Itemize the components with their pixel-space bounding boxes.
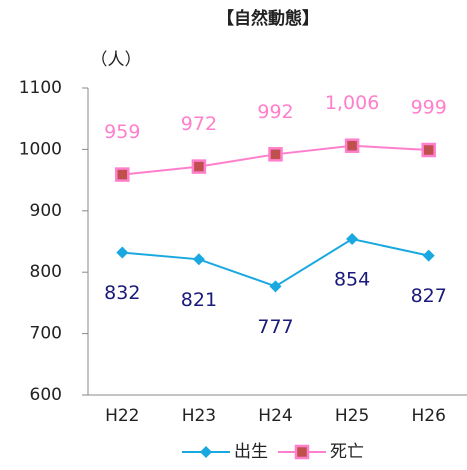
x-tick-label: H24 xyxy=(258,406,292,426)
data-point xyxy=(421,142,436,158)
data-label: 999 xyxy=(411,97,447,119)
data-point xyxy=(269,280,282,293)
data-point xyxy=(344,138,360,153)
y-tick-label: 900 xyxy=(30,201,62,221)
series-line xyxy=(122,237,429,288)
data-point xyxy=(115,167,130,182)
data-label: 959 xyxy=(104,121,140,143)
y-tick-label: 700 xyxy=(30,324,62,344)
x-tick-label: H25 xyxy=(335,406,369,426)
data-label: 992 xyxy=(257,101,293,123)
data-label: 827 xyxy=(411,285,447,307)
data-point xyxy=(268,147,283,162)
y-tick-label: 1000 xyxy=(19,139,62,159)
x-tick-label: H23 xyxy=(182,406,216,426)
y-axis-label: （人） xyxy=(91,50,142,70)
data-point xyxy=(116,246,129,259)
y-tick-label: 600 xyxy=(30,385,62,405)
data-label: 832 xyxy=(104,282,140,304)
data-point xyxy=(192,253,205,266)
data-point xyxy=(422,249,435,262)
legend-label: 死亡 xyxy=(330,442,364,462)
x-tick-label: H22 xyxy=(105,406,139,426)
data-point xyxy=(346,233,359,246)
data-label: 854 xyxy=(334,269,370,291)
data-point xyxy=(191,159,207,174)
chart-title: 【自然動態】 xyxy=(217,8,319,29)
x-tick-label: H26 xyxy=(411,406,445,426)
legend-marker xyxy=(200,446,212,458)
y-tick-label: 1100 xyxy=(19,78,62,98)
legend-marker xyxy=(294,444,310,460)
data-label: 972 xyxy=(181,113,217,135)
y-tick-label: 800 xyxy=(30,262,62,282)
data-label: 1,006 xyxy=(325,92,379,114)
legend-label: 出生 xyxy=(234,442,268,462)
data-label: 821 xyxy=(181,289,217,311)
data-label: 777 xyxy=(257,316,293,338)
